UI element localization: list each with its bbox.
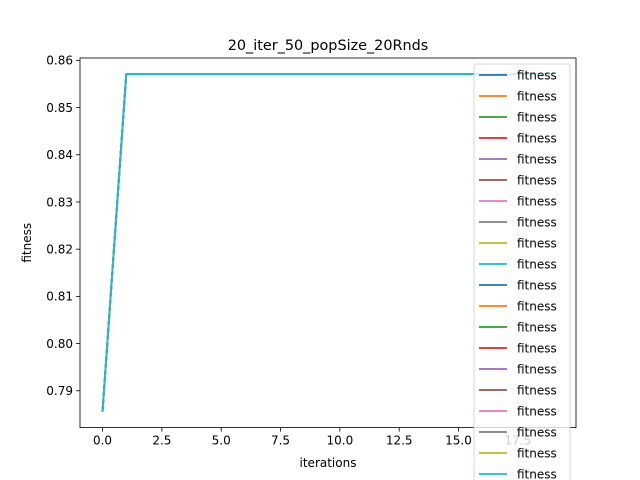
legend-label: fitness — [517, 278, 557, 292]
legend-label: fitness — [517, 89, 557, 103]
y-tick-label: 0.81 — [46, 290, 73, 304]
legend-box — [473, 63, 571, 480]
x-tick-label: 5.0 — [212, 434, 231, 448]
y-tick-label: 0.79 — [46, 384, 73, 398]
legend-label: fitness — [517, 215, 557, 229]
x-axis-label: iterations — [300, 456, 357, 470]
y-tick-label: 0.80 — [46, 337, 73, 351]
legend-label: fitness — [517, 152, 557, 166]
legend-label: fitness — [517, 404, 557, 418]
axes-layer: 0.02.55.07.510.012.515.017.50.790.800.81… — [46, 54, 531, 448]
legend-label: fitness — [517, 467, 557, 480]
legend-label: fitness — [517, 173, 557, 187]
y-tick-label: 0.86 — [46, 54, 73, 68]
legend: fitness fitness fitness fitness fitness fitne… — [473, 63, 571, 480]
y-tick-label: 0.84 — [46, 148, 73, 162]
x-tick-label: 7.5 — [271, 434, 290, 448]
legend-label: fitness — [517, 425, 557, 439]
legend-label: fitness — [517, 131, 557, 145]
legend-label: fitness — [517, 446, 557, 460]
legend-label: fitness — [517, 383, 557, 397]
x-tick-label: 15.0 — [445, 434, 472, 448]
legend-label: fitness — [517, 194, 557, 208]
legend-label: fitness — [517, 320, 557, 334]
y-axis-label: fitness — [20, 223, 34, 263]
y-tick-label: 0.85 — [46, 101, 73, 115]
x-tick-label: 0.0 — [93, 434, 112, 448]
x-tick-label: 12.5 — [386, 434, 413, 448]
legend-label: fitness — [517, 257, 557, 271]
legend-label: fitness — [517, 110, 557, 124]
y-tick-label: 0.83 — [46, 195, 73, 209]
legend-label: fitness — [517, 236, 557, 250]
legend-label: fitness — [517, 299, 557, 313]
legend-label: fitness — [517, 68, 557, 82]
x-tick-label: 2.5 — [152, 434, 171, 448]
x-tick-label: 10.0 — [327, 434, 354, 448]
legend-label: fitness — [517, 362, 557, 376]
chart-title: 20_iter_50_popSize_20Rnds — [228, 38, 429, 54]
legend-label: fitness — [517, 341, 557, 355]
plot-frame — [79, 57, 577, 429]
y-tick-label: 0.82 — [46, 242, 73, 256]
